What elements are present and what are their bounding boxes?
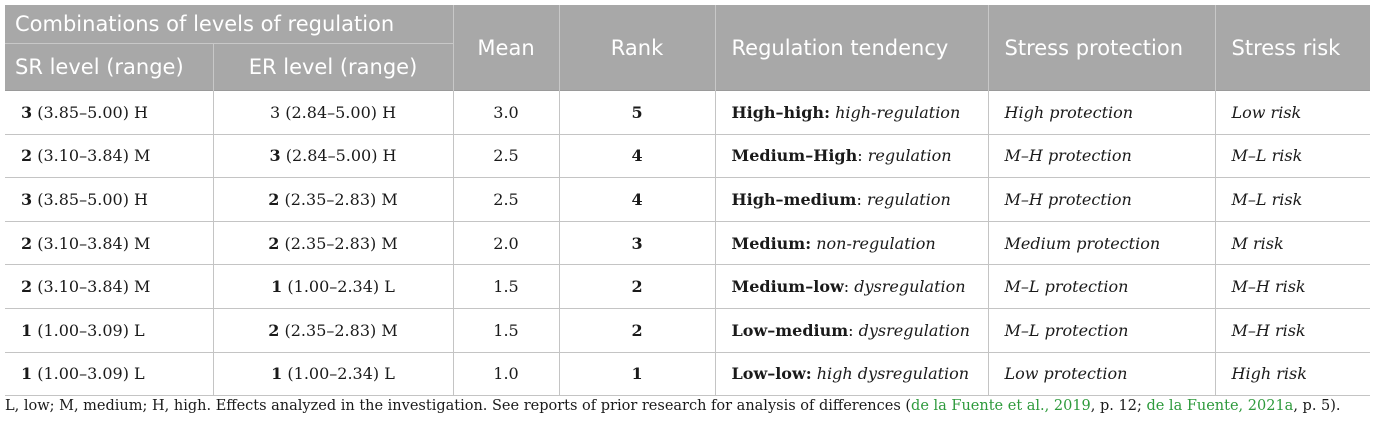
protection-cell: Low protection (987, 352, 1216, 397)
protection-cell: M–H protection (987, 177, 1216, 222)
footnote-text: , p. 5). (1293, 398, 1341, 414)
tendency-cell: Medium–High: regulation (714, 134, 989, 179)
sr-cell: 2 (3.10–3.84) M (5, 134, 213, 179)
er-cell: 3 (2.84–5.00) H (212, 90, 454, 135)
table-footnote: L, low; M, medium; H, high. Effects anal… (5, 398, 1370, 414)
risk-cell: M–H risk (1214, 308, 1371, 353)
tendency-cell: High–high: high-regulation (714, 90, 989, 135)
sr-cell: 3 (3.85–5.00) H (5, 90, 213, 135)
risk-cell: M–H risk (1214, 264, 1371, 309)
table-row: 2 (3.10–3.84) M 3 (2.84–5.00) H 2.5 4 Me… (5, 134, 1371, 179)
citation-link-2021a[interactable]: de la Fuente, 2021a (1146, 398, 1294, 414)
tendency-cell: Low–medium: dysregulation (714, 308, 989, 353)
table-row: 1 (1.00–3.09) L 2 (2.35–2.83) M 1.5 2 Lo… (5, 308, 1371, 353)
rank-cell: 2 (558, 264, 716, 309)
mean-cell: 2.0 (452, 221, 560, 266)
protection-cell: High protection (987, 90, 1216, 135)
table-row: 2 (3.10–3.84) M 2 (2.35–2.83) M 2.0 3 Me… (5, 221, 1371, 266)
protection-cell: M–L protection (987, 264, 1216, 309)
rank-cell: 5 (558, 90, 716, 135)
tendency-cell: Low–low: high dysregulation (714, 352, 989, 397)
er-cell: 3 (2.84–5.00) H (212, 134, 454, 179)
table-row: 2 (3.10–3.84) M 1 (1.00–2.34) L 1.5 2 Me… (5, 264, 1371, 309)
risk-cell: Low risk (1214, 90, 1371, 135)
sr-cell: 2 (3.10–3.84) M (5, 221, 213, 266)
risk-cell: M risk (1214, 221, 1371, 266)
er-cell: 2 (2.35–2.83) M (212, 221, 454, 266)
header-combinations: Combinations of levels of regulation (5, 5, 454, 44)
er-cell: 1 (1.00–2.34) L (212, 352, 454, 397)
risk-cell: M–L risk (1214, 177, 1371, 222)
header-row-2: SR level (range) ER level (range) (5, 43, 1370, 91)
er-cell: 1 (1.00–2.34) L (212, 264, 454, 309)
mean-cell: 3.0 (452, 90, 560, 135)
sr-cell: 1 (1.00–3.09) L (5, 352, 213, 397)
header-mean: Mean (452, 5, 560, 91)
header-regulation-tendency: Regulation tendency (714, 5, 989, 91)
sr-cell: 3 (3.85–5.00) H (5, 177, 213, 222)
citation-link-2019[interactable]: de la Fuente et al., 2019 (911, 398, 1091, 414)
regulation-table: Combinations of levels of regulation Mea… (5, 5, 1371, 397)
tendency-cell: Medium–low: dysregulation (714, 264, 989, 309)
table-row: 3 (3.85–5.00) H 2 (2.35–2.83) M 2.5 4 Hi… (5, 177, 1371, 222)
mean-cell: 1.5 (452, 308, 560, 353)
footnote-text: L, low; M, medium; H, high. Effects anal… (5, 398, 912, 414)
mean-cell: 1.0 (452, 352, 560, 397)
mean-cell: 2.5 (452, 177, 560, 222)
header-row-1: Combinations of levels of regulation Mea… (5, 5, 1371, 91)
header-stress-risk: Stress risk (1214, 5, 1371, 91)
risk-cell: High risk (1214, 352, 1371, 397)
header-rank: Rank (558, 5, 716, 91)
rank-cell: 3 (558, 221, 716, 266)
protection-cell: M–L protection (987, 308, 1216, 353)
sr-cell: 2 (3.10–3.84) M (5, 264, 213, 309)
header-sr-level: SR level (range) (5, 43, 213, 91)
footnote-text: , p. 12; (1090, 398, 1147, 414)
rank-cell: 1 (558, 352, 716, 397)
table-row: 3 (3.85–5.00) H 3 (2.84–5.00) H 3.0 5 Hi… (5, 90, 1371, 135)
rank-cell: 4 (558, 134, 716, 179)
mean-cell: 1.5 (452, 264, 560, 309)
table-row: 1 (1.00–3.09) L 1 (1.00–2.34) L 1.0 1 Lo… (5, 352, 1371, 397)
rank-cell: 2 (558, 308, 716, 353)
rank-cell: 4 (558, 177, 716, 222)
sr-cell: 1 (1.00–3.09) L (5, 308, 213, 353)
risk-cell: M–L risk (1214, 134, 1371, 179)
mean-cell: 2.5 (452, 134, 560, 179)
protection-cell: M–H protection (987, 134, 1216, 179)
protection-cell: Medium protection (987, 221, 1216, 266)
header-er-level: ER level (range) (212, 43, 454, 91)
er-cell: 2 (2.35–2.83) M (212, 308, 454, 353)
tendency-cell: Medium: non-regulation (714, 221, 989, 266)
er-cell: 2 (2.35–2.83) M (212, 177, 454, 222)
header-stress-protection: Stress protection (987, 5, 1216, 91)
tendency-cell: High–medium: regulation (714, 177, 989, 222)
